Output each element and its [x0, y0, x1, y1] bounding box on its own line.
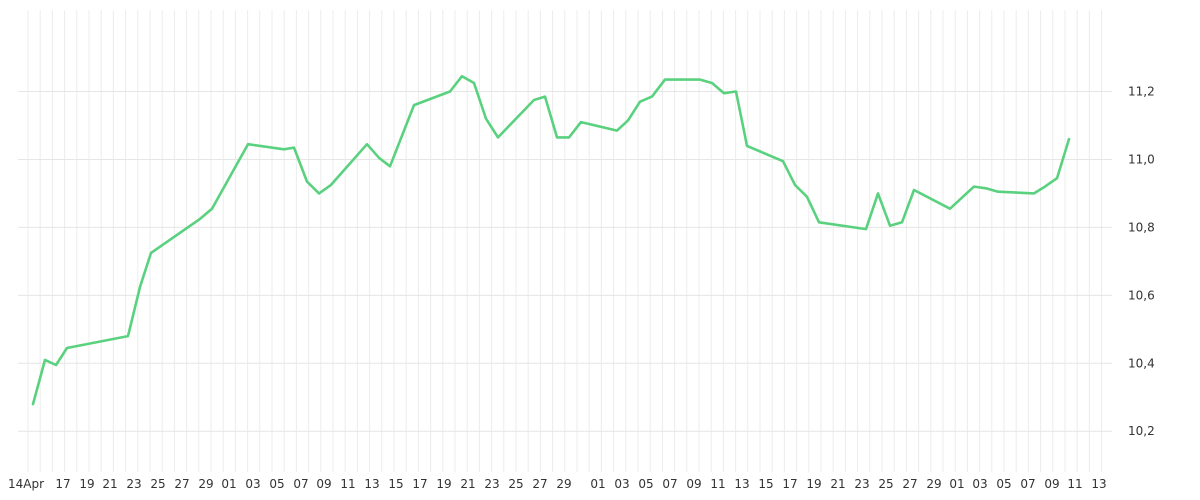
y-tick-label: 10,2 — [1128, 424, 1155, 438]
y-tick-label: 10,6 — [1128, 288, 1155, 302]
x-tick-label: 05 — [269, 477, 284, 491]
x-tick-label: 03 — [614, 477, 629, 491]
x-tick-label: 05 — [638, 477, 653, 491]
y-tick-label: 11,2 — [1128, 85, 1155, 99]
x-tick-label: 29 — [198, 477, 213, 491]
x-tick-label: 27 — [532, 477, 547, 491]
x-tick-label: 21 — [830, 477, 845, 491]
x-tick-label: 09 — [316, 477, 331, 491]
grid — [18, 10, 1112, 472]
y-tick-label: 11,0 — [1128, 153, 1155, 167]
x-tick-label: 17 — [782, 477, 797, 491]
x-axis-ticks: 14Apr 17 19 21 23 25 27 29 01 03 05 07 09 11 13 15 17 19 2… — [8, 477, 1107, 491]
x-tick-label: 15 — [758, 477, 773, 491]
x-tick-label: 14Apr — [8, 477, 44, 491]
x-tick-label: 03 — [972, 477, 987, 491]
x-tick-label: 27 — [174, 477, 189, 491]
x-tick-label: 11 — [710, 477, 725, 491]
x-tick-label: 23 — [126, 477, 141, 491]
x-tick-label: 17 — [412, 477, 427, 491]
x-tick-label: 25 — [878, 477, 893, 491]
x-tick-label: 07 — [662, 477, 677, 491]
x-tick-label: 17 — [55, 477, 70, 491]
x-tick-label: 19 — [436, 477, 451, 491]
x-tick-label: 05 — [996, 477, 1011, 491]
x-tick-label: 13 — [364, 477, 379, 491]
x-tick-label: 07 — [1020, 477, 1035, 491]
x-tick-label: 19 — [79, 477, 94, 491]
x-tick-label: 23 — [484, 477, 499, 491]
x-tick-label: 23 — [854, 477, 869, 491]
x-tick-label: 19 — [806, 477, 821, 491]
x-tick-label: 09 — [1044, 477, 1059, 491]
x-tick-label: 01 — [949, 477, 964, 491]
x-tick-label: 29 — [926, 477, 941, 491]
x-tick-label: 25 — [508, 477, 523, 491]
x-tick-label: 09 — [686, 477, 701, 491]
x-tick-label: 27 — [902, 477, 917, 491]
x-tick-label: 25 — [150, 477, 165, 491]
x-tick-label: 13 — [1091, 477, 1106, 491]
x-tick-label: 21 — [102, 477, 117, 491]
y-tick-label: 10,8 — [1128, 220, 1155, 234]
x-tick-label: 13 — [734, 477, 749, 491]
x-tick-label: 29 — [556, 477, 571, 491]
x-tick-label: 03 — [245, 477, 260, 491]
x-tick-label: 21 — [460, 477, 475, 491]
series-layer — [31, 74, 1071, 406]
x-tick-label: 07 — [293, 477, 308, 491]
x-tick-label: 11 — [340, 477, 355, 491]
x-tick-label: 01 — [590, 477, 605, 491]
y-tick-label: 10,4 — [1128, 356, 1155, 370]
x-tick-label: 11 — [1067, 477, 1082, 491]
x-tick-label: 01 — [221, 477, 236, 491]
x-tick-label: 15 — [388, 477, 403, 491]
series-line — [31, 74, 1071, 406]
y-axis-ticks: 10,2 10,4 10,6 10,8 11,0 11,2 — [1128, 85, 1155, 439]
